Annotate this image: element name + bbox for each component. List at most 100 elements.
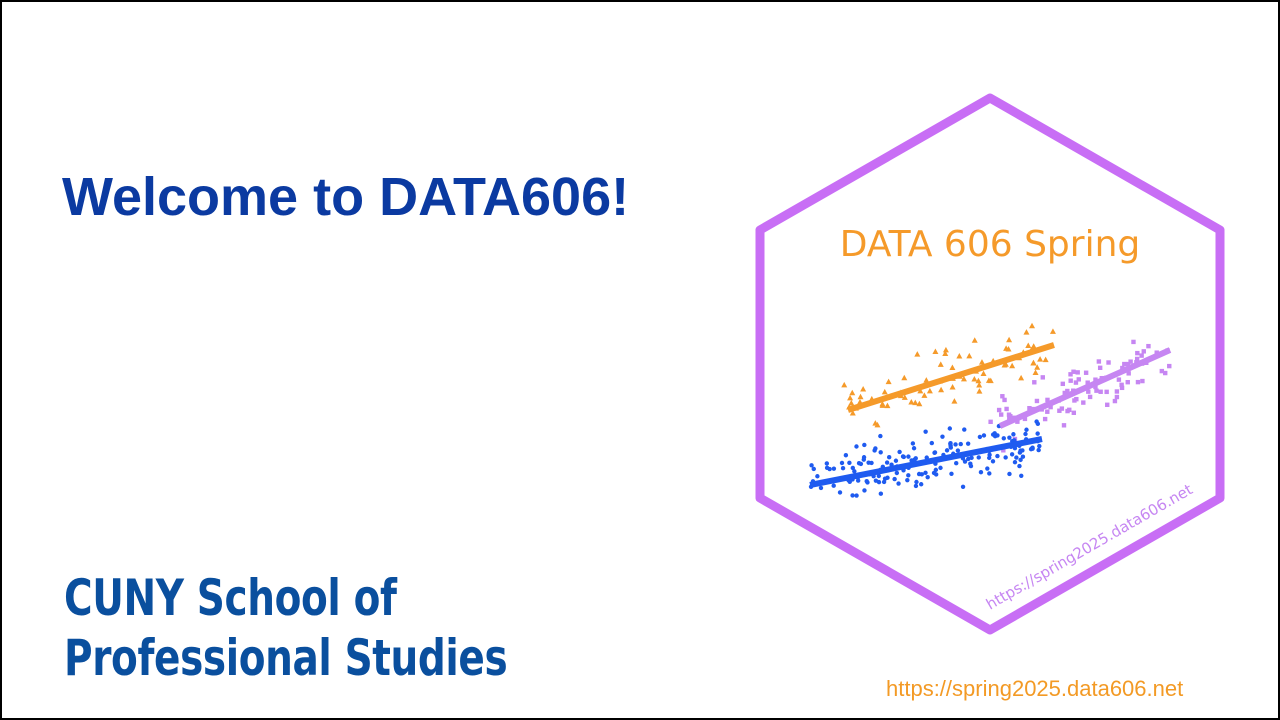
blue-point — [969, 455, 974, 461]
purple-point — [998, 412, 1004, 417]
orange-point — [971, 376, 978, 382]
blue-point — [929, 440, 935, 446]
purple-point — [1106, 360, 1111, 365]
purple-point — [1060, 381, 1066, 387]
blue-point — [856, 460, 862, 466]
blue-point — [862, 488, 867, 493]
orange-point — [956, 352, 963, 359]
purple-point — [1015, 419, 1020, 424]
blue-point — [837, 490, 843, 495]
purple-point — [1027, 406, 1032, 411]
logo-line-2: Professional Studies — [64, 629, 508, 687]
purple-point — [1071, 410, 1077, 415]
orange-point — [879, 402, 886, 408]
blue-point — [1019, 473, 1024, 478]
purple-point — [1045, 409, 1050, 414]
blue-point — [987, 455, 992, 461]
purple-point — [1146, 343, 1151, 349]
blue-point — [811, 466, 816, 472]
orange-point — [848, 399, 855, 406]
blue-point — [1018, 457, 1023, 463]
purple-point — [1125, 379, 1130, 385]
orange-point — [949, 364, 956, 371]
blue-point — [995, 433, 1000, 438]
orange-point — [1030, 360, 1037, 366]
purple-point — [1073, 380, 1079, 385]
blue-point — [831, 466, 837, 471]
orange-point — [912, 399, 919, 406]
purple-point — [1125, 361, 1131, 367]
blue-point — [1034, 419, 1039, 424]
orange-point — [874, 421, 881, 428]
purple-point — [1154, 350, 1159, 355]
purple-point — [1002, 397, 1007, 403]
blue-point — [878, 433, 883, 439]
blue-point — [881, 479, 887, 485]
blue-point — [1024, 427, 1029, 432]
orange-point — [849, 409, 856, 416]
blue-point — [1020, 454, 1026, 459]
orange-point — [976, 388, 983, 394]
blue-point — [940, 434, 945, 439]
purple-point — [1139, 353, 1144, 358]
orange-point — [841, 381, 848, 388]
purple-point — [1135, 379, 1141, 385]
blue-point — [1001, 436, 1006, 441]
blue-point — [914, 479, 919, 485]
orange-point — [857, 393, 864, 400]
orange-point — [951, 398, 958, 404]
purple-point — [1083, 370, 1089, 375]
purple-point — [1131, 339, 1136, 345]
blue-point — [872, 448, 877, 453]
blue-point — [885, 475, 890, 480]
purple-point — [1068, 372, 1073, 377]
orange-point — [881, 388, 888, 395]
blue-point — [1012, 460, 1018, 465]
blue-point — [949, 471, 954, 476]
purple-point — [1119, 385, 1125, 391]
blue-point — [966, 456, 971, 462]
orange-point — [1009, 362, 1016, 369]
orange-point — [975, 377, 982, 384]
blue-point — [981, 433, 987, 438]
blue-point — [862, 442, 867, 448]
blue-point — [1023, 431, 1028, 437]
blue-point — [1030, 446, 1035, 451]
purple-point — [1059, 406, 1065, 411]
blue-point — [854, 493, 859, 498]
orange-point — [1029, 322, 1036, 329]
purple-point — [1081, 400, 1086, 405]
purple-point — [1001, 448, 1006, 453]
orange-point — [1030, 343, 1037, 350]
blue-point — [960, 484, 966, 489]
blue-point — [840, 466, 846, 471]
blue-point — [861, 457, 866, 462]
blue-point — [918, 482, 924, 487]
blue-point — [1003, 455, 1008, 460]
blue-point — [831, 483, 836, 488]
blue-point — [864, 478, 869, 484]
orange-point — [1037, 356, 1044, 362]
blue-point — [873, 478, 879, 483]
orange-point — [987, 377, 994, 384]
purple-point — [1140, 378, 1145, 384]
blue-point — [884, 460, 890, 465]
purple-point — [1040, 375, 1045, 380]
blue-point — [913, 483, 919, 489]
blue-point — [1017, 450, 1023, 455]
slide-title: Welcome to DATA606! — [62, 167, 630, 227]
purple-point — [988, 419, 993, 425]
orange-point — [1025, 342, 1032, 348]
purple-point — [1116, 377, 1122, 382]
purple-point — [1000, 394, 1005, 399]
blue-point — [894, 470, 900, 476]
blue-point — [985, 466, 990, 471]
orange-point — [932, 348, 939, 355]
purple-trend-line — [998, 347, 1172, 429]
blue-point — [910, 441, 916, 446]
orange-point — [942, 346, 949, 353]
purple-point — [1093, 384, 1098, 390]
blue-point — [824, 461, 830, 466]
purple-point — [1122, 361, 1127, 367]
footer-url-link[interactable]: https://spring2025.data606.net — [886, 676, 1184, 701]
